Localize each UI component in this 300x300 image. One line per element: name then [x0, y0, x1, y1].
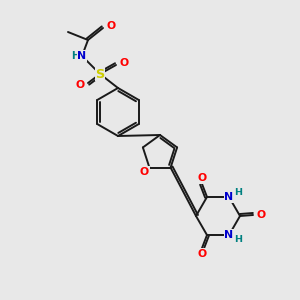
- Text: H: H: [234, 188, 242, 197]
- Text: O: O: [197, 249, 207, 259]
- Text: O: O: [119, 58, 129, 68]
- Text: O: O: [75, 80, 85, 90]
- Text: S: S: [95, 68, 105, 80]
- Text: N: N: [224, 192, 234, 202]
- Text: O: O: [106, 21, 116, 31]
- Text: O: O: [197, 173, 207, 183]
- Text: N: N: [224, 230, 234, 240]
- Text: O: O: [256, 210, 266, 220]
- Text: O: O: [140, 167, 149, 177]
- Text: N: N: [77, 51, 87, 61]
- Text: H: H: [234, 235, 242, 244]
- Text: H: H: [71, 51, 79, 61]
